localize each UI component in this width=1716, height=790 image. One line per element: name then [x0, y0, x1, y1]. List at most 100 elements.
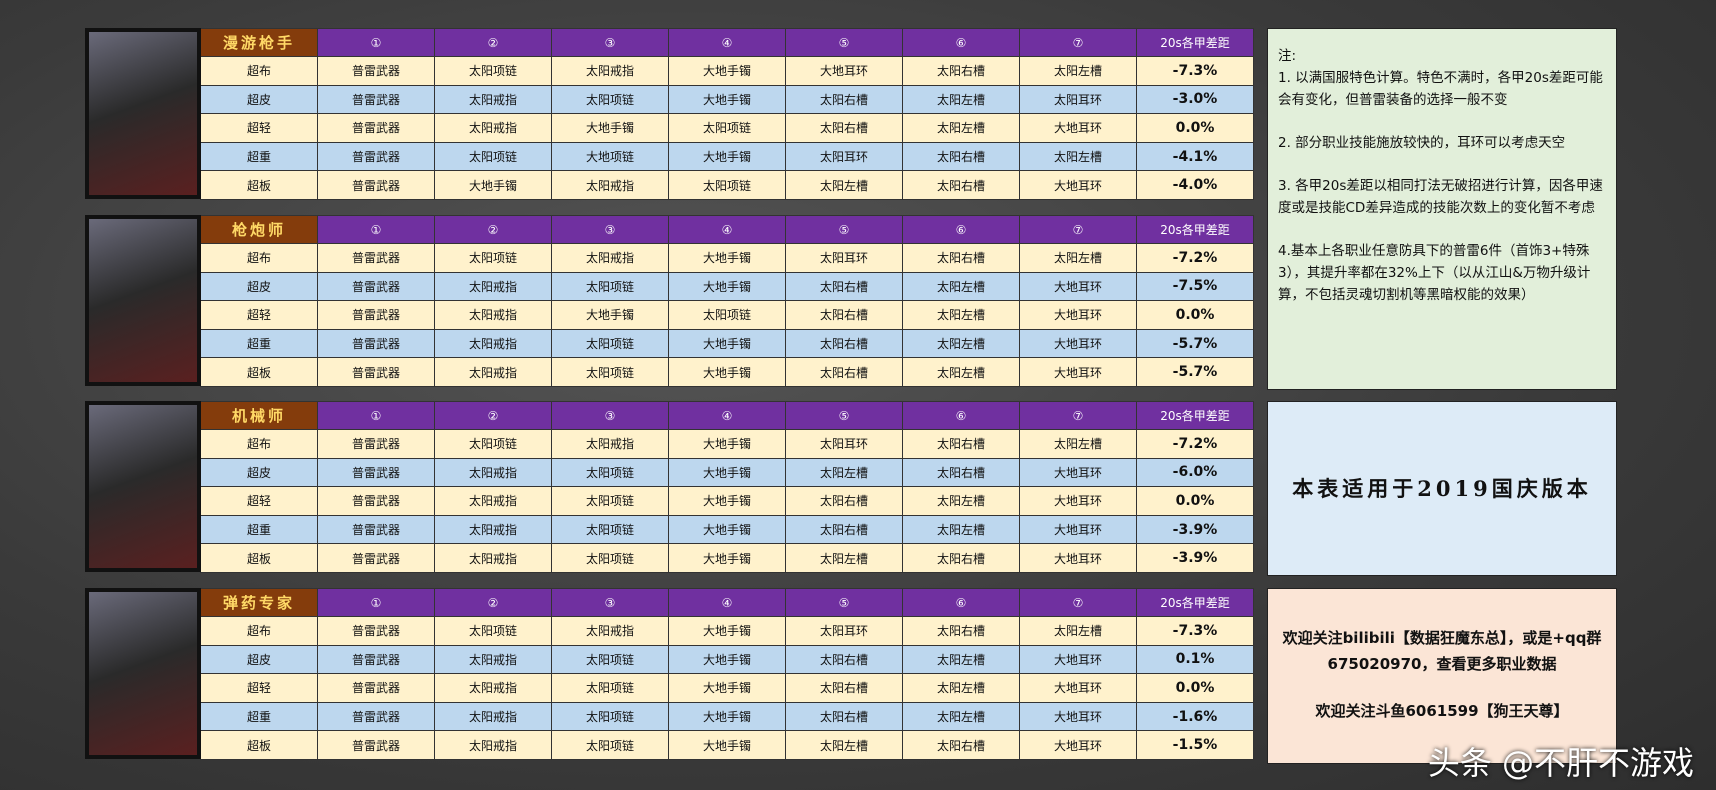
item: 太阳项链 [551, 328, 669, 359]
item: 大地手镯 [668, 543, 786, 573]
class-portrait [85, 215, 201, 386]
slot-header: ③ [551, 588, 669, 617]
diff-value: -4.0% [1136, 170, 1254, 200]
armor-type: 超重 [200, 701, 318, 732]
item: 大地耳环 [1019, 486, 1137, 516]
item: 普雷武器 [317, 141, 435, 172]
item: 太阳左槽 [1019, 616, 1137, 646]
item: 太阳项链 [551, 457, 669, 488]
armor-type: 超板 [200, 730, 318, 760]
diff-value: -1.6% [1136, 701, 1254, 732]
item: 太阳戒指 [434, 514, 552, 545]
item: 太阳戒指 [434, 486, 552, 516]
item: 大地耳环 [1019, 328, 1137, 359]
slot-header: ⑥ [902, 28, 1020, 57]
slot-header: ④ [668, 401, 786, 430]
item: 太阳戒指 [434, 328, 552, 359]
item: 太阳右槽 [902, 730, 1020, 760]
diff-value: -7.5% [1136, 271, 1254, 302]
item: 太阳耳环 [785, 141, 903, 172]
item: 太阳项链 [434, 56, 552, 86]
diff-value: -4.1% [1136, 141, 1254, 172]
item: 太阳左槽 [902, 514, 1020, 545]
armor-type: 超皮 [200, 84, 318, 115]
item: 大地手镯 [668, 328, 786, 359]
item: 太阳左槽 [902, 328, 1020, 359]
item: 太阳戒指 [434, 543, 552, 573]
item: 大地耳环 [1019, 543, 1137, 573]
item: 太阳戒指 [434, 271, 552, 302]
item: 太阳项链 [668, 113, 786, 143]
slot-header: ⑤ [785, 401, 903, 430]
follow-text: 欢迎关注bilibili【数据狂魔东总】，或是+qq群675020970，查看更… [1282, 629, 1602, 673]
item: 普雷武器 [317, 486, 435, 516]
armor-type: 超皮 [200, 457, 318, 488]
item: 太阳右槽 [902, 243, 1020, 273]
slot-header: ③ [551, 215, 669, 244]
item: 太阳右槽 [785, 113, 903, 143]
slot-header: ⑤ [785, 28, 903, 57]
item: 普雷武器 [317, 271, 435, 302]
note: 2. 部分职业技能施放较快的，耳环可以考虑天空 [1278, 135, 1566, 151]
item: 普雷武器 [317, 357, 435, 387]
item: 太阳左槽 [902, 357, 1020, 387]
item: 大地耳环 [1019, 170, 1137, 200]
item: 大地手镯 [668, 357, 786, 387]
item: 太阳项链 [668, 300, 786, 330]
slot-header: ④ [668, 588, 786, 617]
diff-value: -3.9% [1136, 514, 1254, 545]
item: 太阳右槽 [785, 644, 903, 675]
item: 太阳左槽 [785, 170, 903, 200]
item: 太阳戒指 [434, 673, 552, 703]
item: 太阳左槽 [902, 673, 1020, 703]
item: 大地手镯 [668, 243, 786, 273]
item: 太阳右槽 [785, 84, 903, 115]
item: 大地耳环 [785, 56, 903, 86]
diff-value: 0.0% [1136, 300, 1254, 330]
diff-value: -5.7% [1136, 357, 1254, 387]
item: 太阳戒指 [551, 616, 669, 646]
armor-type: 超皮 [200, 644, 318, 675]
item: 大地耳环 [1019, 357, 1137, 387]
version-text: 本表适用于2019国庆版本 [1292, 475, 1592, 501]
class-portrait [85, 401, 201, 572]
diff-value: -5.7% [1136, 328, 1254, 359]
watermark: 头条 @不肝不游戏 [1427, 744, 1694, 782]
item: 普雷武器 [317, 170, 435, 200]
item: 太阳右槽 [902, 457, 1020, 488]
item: 太阳戒指 [434, 644, 552, 675]
item: 普雷武器 [317, 56, 435, 86]
armor-type: 超重 [200, 328, 318, 359]
slot-header: ⑦ [1019, 588, 1137, 617]
item: 普雷武器 [317, 673, 435, 703]
item: 太阳左槽 [1019, 141, 1137, 172]
item: 大地耳环 [1019, 673, 1137, 703]
item: 大地项链 [551, 141, 669, 172]
slot-header: ④ [668, 28, 786, 57]
diff-value: -7.2% [1136, 243, 1254, 273]
item: 大地手镯 [434, 170, 552, 200]
slot-header: ⑤ [785, 215, 903, 244]
armor-type: 超皮 [200, 271, 318, 302]
item: 太阳左槽 [902, 271, 1020, 302]
item: 太阳项链 [551, 701, 669, 732]
diff-value: 0.1% [1136, 644, 1254, 675]
slot-header: ③ [551, 401, 669, 430]
item: 普雷武器 [317, 328, 435, 359]
item: 太阳戒指 [434, 701, 552, 732]
slot-header: ⑥ [902, 588, 1020, 617]
item: 大地手镯 [668, 271, 786, 302]
armor-type: 超板 [200, 170, 318, 200]
item: 大地耳环 [1019, 113, 1137, 143]
item: 太阳项链 [551, 514, 669, 545]
slot-header: ⑤ [785, 588, 903, 617]
item: 太阳耳环 [785, 429, 903, 459]
armor-type: 超重 [200, 141, 318, 172]
item: 普雷武器 [317, 701, 435, 732]
slot-header: ① [317, 401, 435, 430]
item: 太阳项链 [668, 170, 786, 200]
item: 太阳项链 [551, 84, 669, 115]
slot-header: ① [317, 588, 435, 617]
item: 太阳左槽 [902, 701, 1020, 732]
